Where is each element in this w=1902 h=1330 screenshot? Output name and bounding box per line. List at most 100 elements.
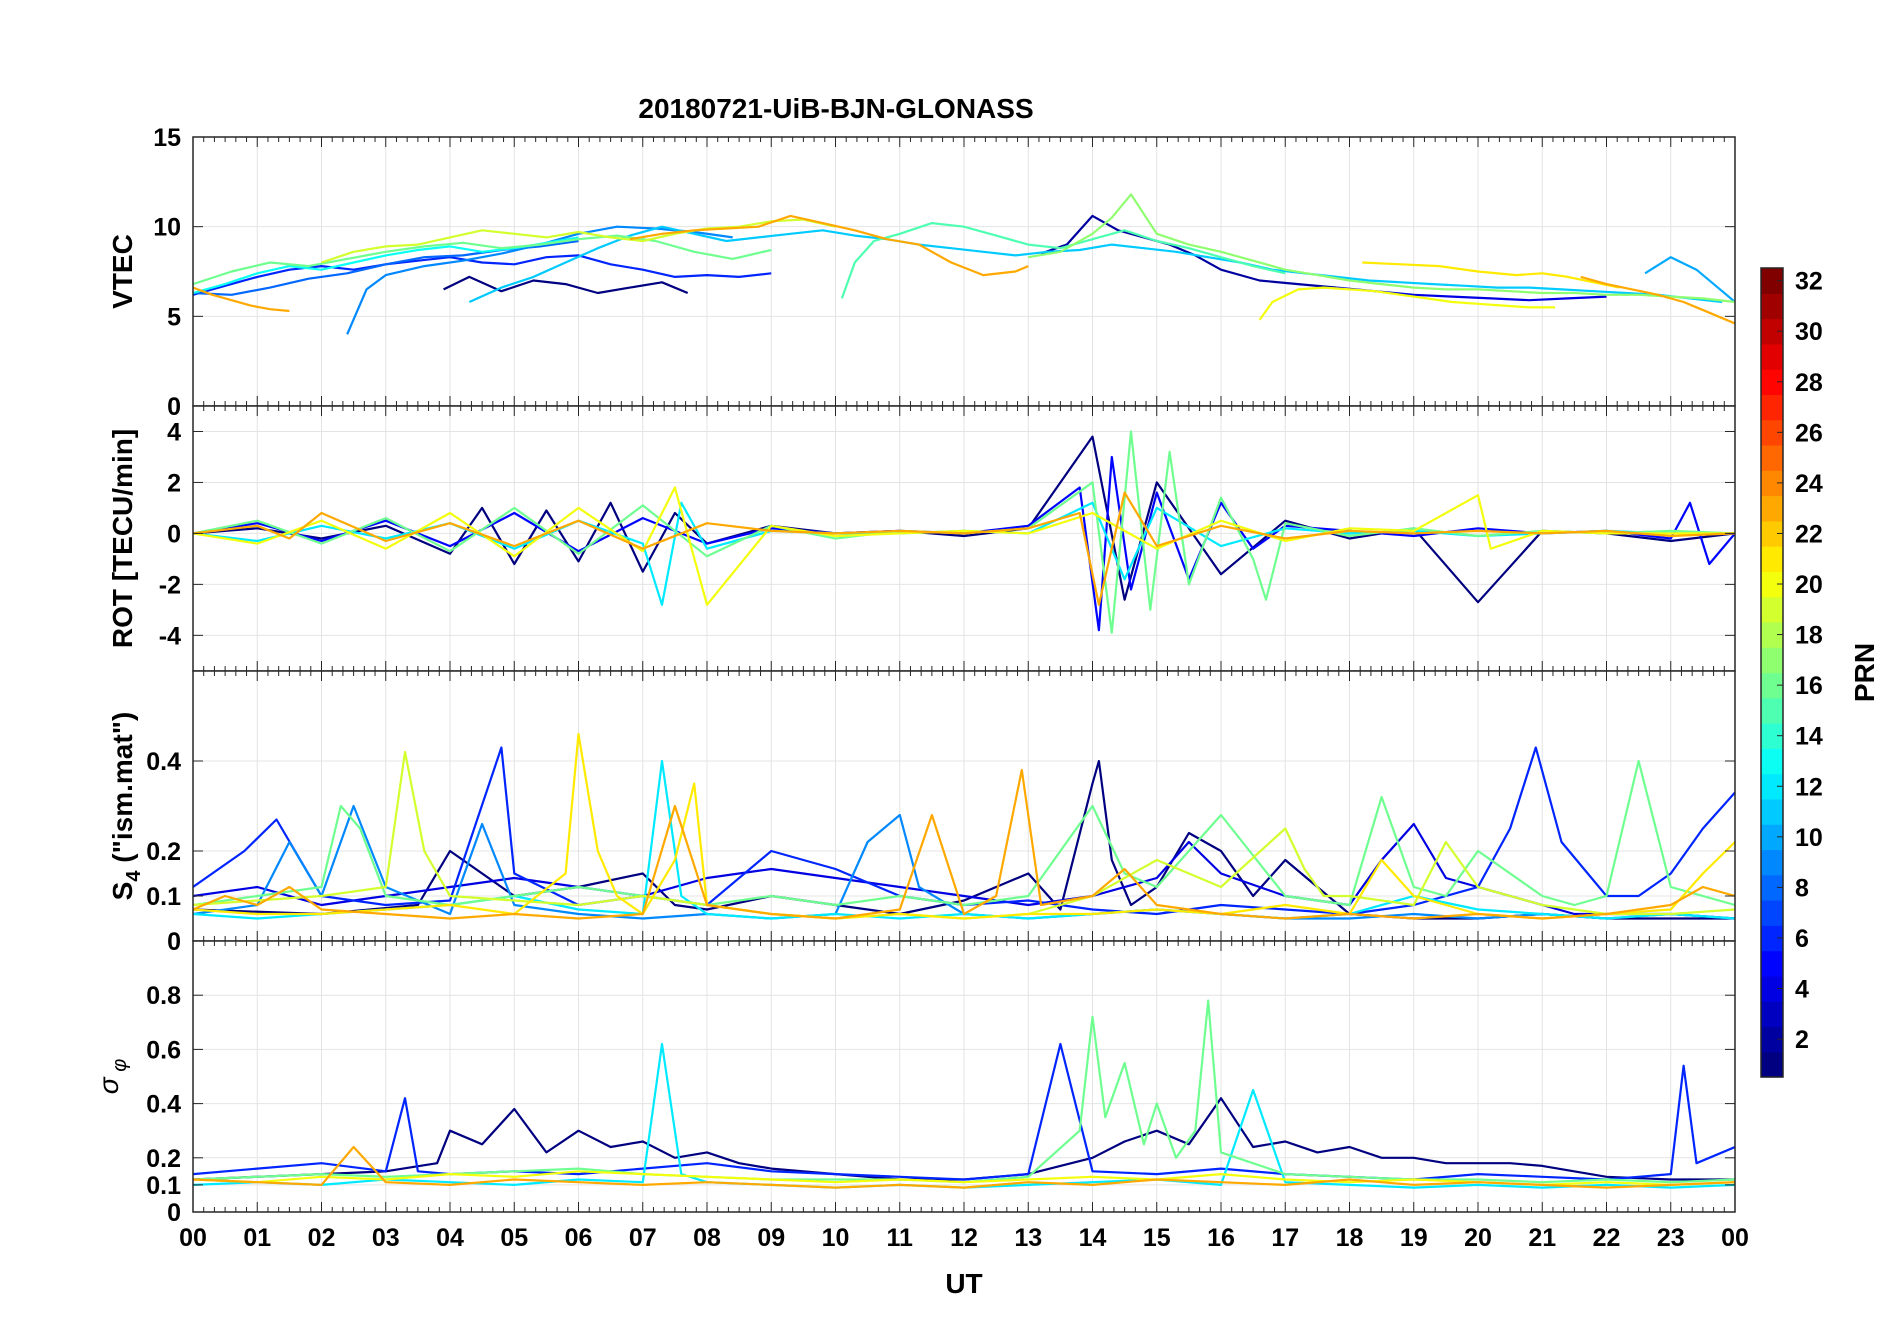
x-tick-label: 03 <box>372 1224 400 1252</box>
colorbar-cell <box>1761 293 1783 320</box>
series-line-prn-6 <box>193 1042 1735 1181</box>
colorbar-frame <box>1760 267 1784 1078</box>
colorbar-tick-label: 22 <box>1795 520 1823 548</box>
colorbar-cell <box>1761 520 1783 547</box>
colorbar-label: PRN <box>1849 643 1880 702</box>
colorbar-cell <box>1761 748 1783 775</box>
series-line-prn-23 <box>193 286 290 313</box>
x-tick-label: 23 <box>1657 1224 1685 1252</box>
x-ticks-s4 <box>203 671 1725 941</box>
y-tick-label: -2 <box>159 571 181 599</box>
series-group-vtec <box>193 193 1735 335</box>
colorbar-tick-label: 12 <box>1795 773 1823 801</box>
colorbar-cell <box>1761 925 1783 952</box>
series-line-prn-23 <box>193 491 1735 606</box>
y-tick-label: 0 <box>167 520 181 548</box>
colorbar-cell <box>1761 874 1783 901</box>
series-line-prn-16 <box>193 430 1735 634</box>
colorbar-tick-label: 20 <box>1795 571 1823 599</box>
colorbar-tick-label: 32 <box>1795 268 1823 296</box>
y-axis-label-rot: ROT [TECU/min] <box>107 429 138 648</box>
colorbar-cell <box>1761 798 1783 825</box>
colorbar-tick-label: 26 <box>1795 419 1823 447</box>
colorbar-tick-label: 16 <box>1795 672 1823 700</box>
y-ticks-sigma_phi: 00.10.2 0.4 0.6 0.8 <box>146 982 1735 1227</box>
series-line-prn-17 <box>1028 193 1735 304</box>
x-tick-label: 16 <box>1207 1224 1235 1252</box>
x-tick-label: 18 <box>1336 1224 1364 1252</box>
series-line-prn-6 <box>193 254 772 296</box>
series-line-prn-23 <box>193 1145 1735 1189</box>
colorbar-tick-label: 24 <box>1795 470 1823 498</box>
colorbar-cell <box>1761 495 1783 522</box>
colorbar-tick-label: 28 <box>1795 369 1823 397</box>
figure-title: 20180721-UiB-BJN-GLONASS <box>638 93 1033 124</box>
y-ticks-rot: -4 -2 0 2 4 <box>159 418 1735 650</box>
colorbar-cell <box>1761 1026 1783 1053</box>
x-tick-label: 21 <box>1528 1224 1556 1252</box>
colorbar-cell <box>1761 773 1783 800</box>
x-tick-label: 22 <box>1593 1224 1621 1252</box>
x-tick-label: 08 <box>693 1224 721 1252</box>
x-tick-label: 01 <box>243 1224 271 1252</box>
colorbar-cell <box>1761 268 1783 294</box>
colorbar-tick-label: 8 <box>1795 874 1809 902</box>
series-line-prn-19 <box>321 218 836 264</box>
series-line-prn-9 <box>346 225 733 335</box>
colorbar-tick-label: 10 <box>1795 824 1823 852</box>
x-tick-label: 14 <box>1079 1224 1107 1252</box>
colorbar-cell <box>1761 621 1783 648</box>
colorbar-tick-label: 4 <box>1795 976 1809 1004</box>
colorbar-cell <box>1761 419 1783 446</box>
x-tick-label: 00 <box>179 1224 207 1252</box>
x-tick-label: 17 <box>1271 1224 1299 1252</box>
y-tick-label: 0.4 <box>146 1091 181 1119</box>
series-line-prn-21 <box>1362 261 1620 289</box>
colorbar-cell <box>1761 697 1783 724</box>
y-tick-label: 15 <box>153 124 181 152</box>
series-line-prn-13 <box>193 236 579 295</box>
y-tick-label: 0.1 <box>146 883 181 911</box>
x-tick-label: 11 <box>887 1224 914 1252</box>
colorbar-cell <box>1761 369 1783 396</box>
colorbar-cell <box>1761 571 1783 598</box>
series-line-prn-23 <box>1580 275 1735 325</box>
x-tick-label: 02 <box>308 1224 336 1252</box>
panel-vtec: 0 5 10 15 VTEC <box>107 124 1736 421</box>
y-tick-label: -4 <box>159 622 181 650</box>
colorbar-cell <box>1761 824 1783 851</box>
series-line-prn-9 <box>193 804 1735 920</box>
colorbar-cell <box>1761 394 1783 421</box>
colorbar-cell <box>1761 849 1783 876</box>
colorbar-cell <box>1761 672 1783 699</box>
colorbar-tick-label: 2 <box>1795 1026 1809 1054</box>
y-tick-label: 0.4 <box>146 748 181 776</box>
series-line-prn-1 <box>443 275 689 295</box>
y-tick-label: 0 <box>167 393 181 421</box>
colorbar-cell <box>1761 318 1783 345</box>
colorbar-cell <box>1761 647 1783 674</box>
x-tick-label: 07 <box>629 1224 657 1252</box>
x-tick-label: 10 <box>822 1224 850 1252</box>
y-axis-label-s4: S4 ("ism.mat") <box>107 712 145 901</box>
colorbar-cell <box>1761 444 1783 471</box>
colorbar-cell <box>1761 546 1783 572</box>
x-tick-label: 00 <box>1721 1224 1749 1252</box>
series-line-prn-16 <box>193 759 1735 907</box>
series-group-s4 <box>193 732 1735 920</box>
colorbar-tick-label: 18 <box>1795 622 1823 650</box>
x-tick-label: 19 <box>1400 1224 1428 1252</box>
x-tick-label: 09 <box>757 1224 785 1252</box>
series-line-prn-23 <box>629 214 1029 277</box>
y-tick-label: 4 <box>167 418 181 446</box>
y-axis-label-sigma_phi: σ φ <box>93 1059 131 1095</box>
y-axis-label-vtec: VTEC <box>107 234 138 309</box>
y-tick-label: 0.8 <box>146 982 181 1010</box>
series-line-prn-11 <box>468 225 1723 304</box>
colorbar-cell <box>1761 343 1783 370</box>
x-ticks-rot <box>203 406 1725 671</box>
colorbar-tick-label: 14 <box>1795 723 1823 751</box>
colorbar-cell <box>1761 975 1783 1002</box>
